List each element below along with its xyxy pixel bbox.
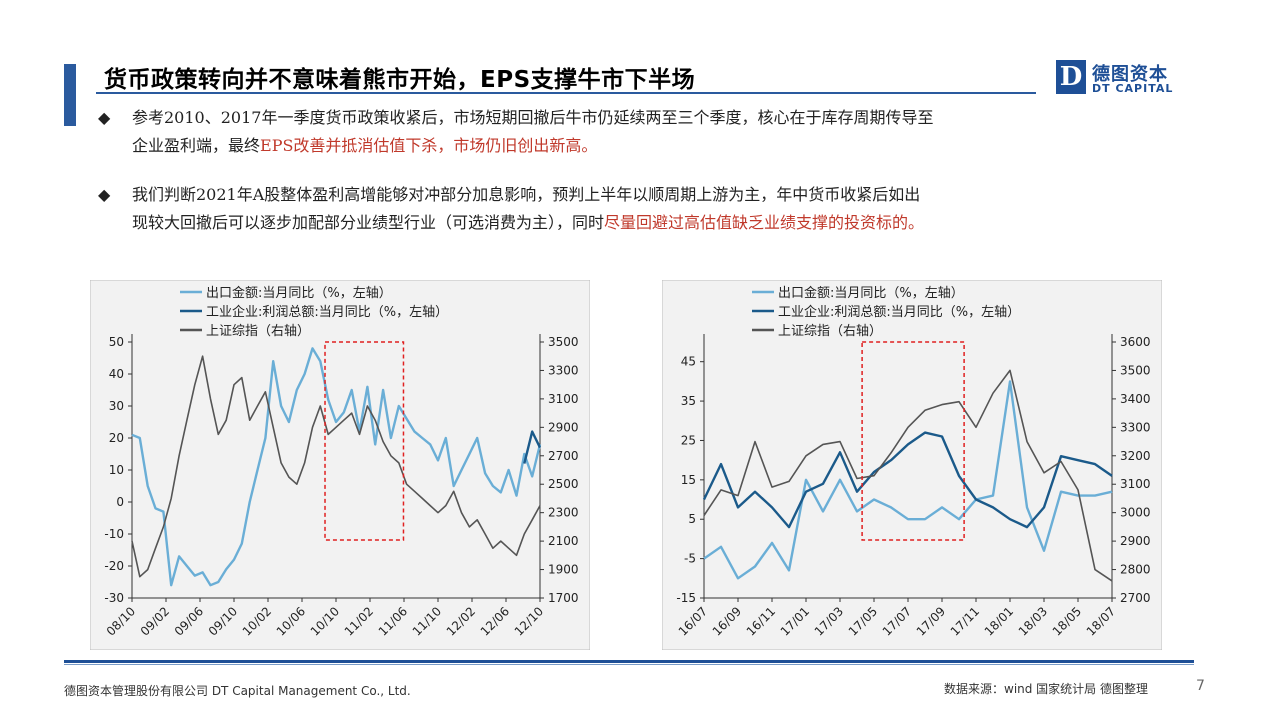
bullet-2-line2: 现较大回撤后可以逐步加配部分业绩型行业（可选消费为主），同时尽量回避过高估值缺乏…: [132, 209, 1208, 237]
right-tick-label: 1700: [548, 591, 579, 605]
bullet-1-highlight: EPS改善并抵消估值下杀，市场仍旧创出新高。: [260, 136, 598, 155]
legend-label: 工业企业:利润总额:当月同比（%，左轴）: [778, 304, 1020, 320]
left-tick-label: 45: [681, 355, 696, 369]
legend-label: 工业企业:利润总额:当月同比（%，左轴）: [206, 304, 448, 320]
chart-left-svg: 出口金额:当月同比（%，左轴） 工业企业:利润总额:当月同比（%，左轴） 上证综指（…: [89, 279, 591, 651]
right-tick-label: 1900: [548, 563, 579, 577]
right-tick-label: 2700: [1120, 591, 1151, 605]
left-tick-label: -20: [104, 559, 124, 573]
right-tick-label: 2100: [548, 534, 579, 548]
series-line: [131, 355, 541, 578]
chart-right: 出口金额:当月同比（%，左轴） 工业企业:利润总额:当月同比（%，左轴） 上证综指（…: [661, 279, 1163, 651]
footer-source: 数据来源：wind 国家统计局 德图整理: [944, 682, 1149, 696]
title-accent-bar: [64, 64, 76, 126]
chart-background: [661, 279, 1163, 651]
right-tick-label: 3200: [1120, 449, 1151, 463]
right-tick-label: 3400: [1120, 392, 1151, 406]
diamond-bullet-icon: ◆: [98, 185, 111, 204]
right-tick-label: 3000: [1120, 506, 1151, 520]
right-tick-label: 3500: [548, 335, 579, 349]
series-line: [703, 369, 1113, 582]
right-tick-label: 2700: [548, 449, 579, 463]
footer-company: 德图资本管理股份有限公司 DT Capital Management Co., …: [64, 684, 411, 698]
left-tick-label: 30: [109, 399, 124, 413]
left-tick-label: -5: [684, 552, 696, 566]
bullet-1-line2: 企业盈利端，最终EPS改善并抵消估值下杀，市场仍旧创出新高。: [132, 132, 1208, 160]
legend-label: 上证综指（右轴）: [778, 324, 882, 339]
right-tick-label: 3300: [548, 363, 579, 377]
highlight-box: [861, 341, 965, 541]
right-tick-label: 3500: [1120, 363, 1151, 377]
left-tick-label: 0: [116, 495, 124, 509]
right-tick-label: 3300: [1120, 420, 1151, 434]
right-tick-label: 3600: [1120, 335, 1151, 349]
series-line: [703, 380, 1113, 580]
chart-left: 出口金额:当月同比（%，左轴） 工业企业:利润总额:当月同比（%，左轴） 上证综指（…: [89, 279, 591, 651]
logo-mark: D: [1056, 60, 1086, 94]
legend-label: 出口金额:当月同比（%，左轴）: [778, 285, 964, 301]
bullet-2: ◆ 我们判断2021年A股整体盈利高增能够对冲部分加息影响，预判上半年以顺周期上…: [98, 181, 1208, 237]
left-tick-label: 5: [688, 512, 696, 526]
bullet-2-line1: 我们判断2021年A股整体盈利高增能够对冲部分加息影响，预判上半年以顺周期上游为…: [132, 185, 921, 204]
right-tick-label: 2300: [548, 506, 579, 520]
left-tick-label: 50: [109, 335, 124, 349]
right-tick-label: 2800: [1120, 563, 1151, 577]
bullet-2-highlight: 尽量回避过高估值缺乏业绩支撑的投资标的。: [604, 213, 925, 232]
series-line: [131, 347, 542, 587]
legend-label: 出口金额:当月同比（%，左轴）: [206, 285, 392, 301]
left-tick-label: 20: [109, 431, 124, 445]
logo-cn: 德图资本: [1092, 64, 1168, 85]
chart-right-svg: 出口金额:当月同比（%，左轴） 工业企业:利润总额:当月同比（%，左轴） 上证综指（…: [661, 279, 1163, 651]
diamond-bullet-icon: ◆: [98, 108, 111, 127]
footer-rule: [64, 660, 1194, 663]
title-underline: [96, 92, 1036, 94]
bullet-2-normal: 现较大回撤后可以逐步加配部分业绩型行业（可选消费为主），同时: [132, 213, 605, 232]
left-tick-label: -30: [104, 591, 124, 605]
company-logo: D 德图资本 DT CAPITAL: [1056, 60, 1181, 96]
left-tick-label: 40: [109, 367, 124, 381]
right-tick-label: 3100: [548, 392, 579, 406]
bullet-1: ◆ 参考2010、2017年一季度货币政策收紧后，市场短期回撤后牛市仍延续两至三…: [98, 104, 1208, 160]
left-tick-label: -10: [104, 527, 124, 541]
left-tick-label: 15: [681, 473, 696, 487]
bullet-1-line1: 参考2010、2017年一季度货币政策收紧后，市场短期回撤后牛市仍延续两至三个季…: [132, 108, 934, 127]
series-line: [702, 431, 1113, 529]
logo-en: DT CAPITAL: [1092, 82, 1174, 95]
page-number: 7: [1196, 678, 1205, 694]
left-tick-label: -15: [676, 591, 696, 605]
right-tick-label: 2500: [548, 477, 579, 491]
left-tick-label: 25: [681, 433, 696, 447]
footer-rule-thin: [64, 664, 1194, 665]
page-title: 货币政策转向并不意味着熊市开始，EPS支撑牛市下半场: [104, 67, 696, 93]
bullet-1-normal: 企业盈利端，最终: [132, 136, 261, 155]
left-tick-label: 35: [681, 394, 696, 408]
left-tick-label: 10: [109, 463, 124, 477]
legend-label: 上证综指（右轴）: [206, 324, 310, 339]
right-tick-label: 2900: [548, 420, 579, 434]
highlight-box: [324, 341, 405, 541]
chart-background: [89, 279, 591, 651]
right-tick-label: 2900: [1120, 534, 1151, 548]
series-line: [523, 430, 542, 464]
right-tick-label: 3100: [1120, 477, 1151, 491]
